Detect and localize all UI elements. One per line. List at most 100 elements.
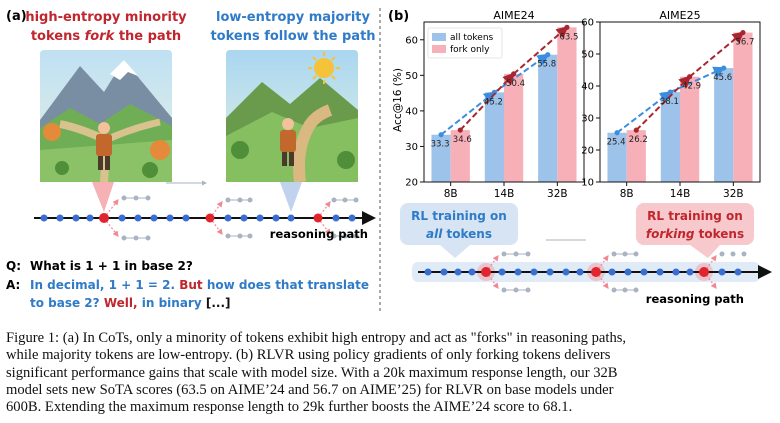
- bar-fork-only: [626, 130, 646, 182]
- panel-a-label: (a): [6, 9, 27, 24]
- a-label: A:: [6, 278, 20, 292]
- trend-point: [721, 65, 727, 71]
- rl-fork-box: [636, 203, 754, 245]
- panel-a: (a) high-entropy minority tokens fork th…: [6, 8, 381, 312]
- trend-point: [457, 127, 463, 133]
- x-tick-label: 14B: [494, 188, 515, 200]
- heading-left-line1: high-entropy minority: [25, 10, 187, 25]
- figure-caption: Figure 1: (a) In CoTs, only a minority o…: [6, 330, 776, 416]
- y-tick-label: 60: [405, 35, 418, 46]
- x-tick-label: 14B: [670, 188, 691, 200]
- data-label: 34.6: [453, 135, 472, 145]
- x-tick-label: 8B: [444, 188, 458, 200]
- caption-line: significant performance gains that scale…: [6, 364, 618, 381]
- path-illustration: [226, 50, 358, 183]
- answer-line-1: In decimal, 1 + 1 = 2. But how does that…: [30, 278, 369, 292]
- chart-aime24-title: AIME24: [493, 9, 534, 22]
- x-tick-label: 8B: [620, 188, 634, 200]
- y-tick-label: 20: [581, 146, 594, 157]
- bar-all-tokens: [607, 132, 627, 182]
- data-label: 45.6: [713, 73, 732, 83]
- bar-fork-only: [450, 130, 470, 182]
- fork-spotlight: [92, 182, 114, 212]
- trend-line-fork-only: [688, 31, 745, 78]
- y-tick-label: 40: [405, 106, 418, 117]
- data-label: 25.4: [607, 138, 626, 148]
- caption-line: Figure 1: (a) In CoTs, only a minority o…: [6, 330, 627, 346]
- y-tick-label: 50: [405, 71, 418, 82]
- reasoning-path-a: reasoning path: [34, 180, 376, 241]
- trend-line-fork-only: [512, 26, 569, 75]
- reasoning-path-label-b: reasoning path: [646, 292, 744, 306]
- rl-diagram: RL training on all tokens RL training on…: [400, 203, 772, 306]
- trend-line-all-tokens: [440, 91, 496, 136]
- trend-point: [564, 24, 570, 30]
- q-label: Q:: [6, 259, 21, 273]
- data-label: 45.2: [484, 97, 503, 107]
- chart-aime25-title: AIME25: [659, 9, 700, 22]
- panel-b: (b) AIME24 Acc@16 (%) 20 30 40 50 60 33.3 45.…: [388, 9, 772, 306]
- trend-point: [687, 74, 693, 80]
- data-label: 26.2: [629, 135, 648, 145]
- bar-fork-only: [557, 27, 577, 183]
- x-tick-label: 32B: [723, 188, 744, 200]
- legend-label-fork: fork only: [450, 45, 490, 55]
- caption-line: while majority tokens are low-entropy. (…: [6, 347, 611, 364]
- chart-aime24-frame: [423, 21, 585, 183]
- answer-line-2: to base 2? Well, in binary [...]: [30, 296, 231, 310]
- rl-all-line1: RL training on: [411, 209, 507, 223]
- trend-point: [545, 52, 551, 58]
- rl-fork-line2: forking tokens: [646, 227, 744, 241]
- rl-all-box: [400, 203, 518, 245]
- rl-all-line2: all tokens: [426, 227, 492, 241]
- trend-point: [510, 71, 517, 77]
- y-tick-label: 30: [405, 142, 418, 153]
- trend-point: [740, 29, 746, 36]
- y-tick-label: 50: [581, 50, 594, 61]
- data-label: 56.7: [735, 38, 754, 48]
- bar-all-tokens: [538, 54, 558, 182]
- trend-line-all-tokens: [616, 90, 672, 134]
- heading-right-line1: low-entropy majority: [216, 10, 371, 25]
- legend-label-all: all tokens: [450, 33, 494, 43]
- y-tick-label: 40: [581, 82, 594, 93]
- x-tick-label: 32B: [547, 188, 568, 200]
- trend-line-all-tokens: [493, 53, 550, 94]
- y-tick-label: 30: [581, 114, 594, 125]
- data-label: 42.9: [682, 82, 701, 92]
- bar-fork-only: [733, 32, 753, 183]
- legend-swatch-fork: [432, 45, 446, 53]
- trend-point: [438, 132, 444, 138]
- legend-swatch-all: [432, 33, 446, 41]
- trend-line-fork-only: [459, 72, 515, 131]
- chart-aime24: AIME24 Acc@16 (%) 20 30 40 50 60 33.3 45.2 55.…: [392, 9, 585, 200]
- reasoning-path-label-a: reasoning path: [270, 227, 368, 241]
- chart-aime24-ylabel: Acc@16 (%): [392, 68, 404, 132]
- caption-line: 600B. Extending the maximum response len…: [6, 399, 573, 416]
- data-label: 55.8: [537, 60, 556, 70]
- data-label: 63.5: [559, 32, 578, 42]
- y-tick-label: 10: [581, 178, 594, 189]
- qa-block: Q: What is 1 + 1 in base 2? A: In decima…: [6, 259, 369, 310]
- bar-all-tokens: [484, 92, 504, 182]
- bar-all-tokens: [431, 134, 451, 182]
- caption-line: model sets new SoTA scores (63.5 on AIME…: [6, 381, 614, 398]
- bar-all-tokens: [714, 68, 734, 182]
- rl-fork-line1: RL training on: [647, 209, 743, 223]
- trend-line-fork-only: [635, 75, 692, 131]
- trend-point: [667, 89, 674, 95]
- heading-left-line2: tokens fork the path: [31, 29, 181, 44]
- bar-fork-only: [680, 76, 700, 182]
- bar-all-tokens: [660, 92, 680, 182]
- trend-point: [633, 127, 639, 133]
- heading-right-line2: tokens follow the path: [210, 29, 375, 44]
- bar-fork-only: [504, 73, 524, 182]
- chart-aime24-legend: all tokens fork only: [427, 27, 503, 59]
- panel-b-label: (b): [388, 9, 409, 24]
- trend-line-all-tokens: [669, 66, 726, 93]
- question: What is 1 + 1 in base 2?: [30, 259, 193, 273]
- trend-point: [614, 130, 620, 136]
- follow-spotlight: [280, 182, 302, 212]
- fork-illustration: [40, 50, 172, 183]
